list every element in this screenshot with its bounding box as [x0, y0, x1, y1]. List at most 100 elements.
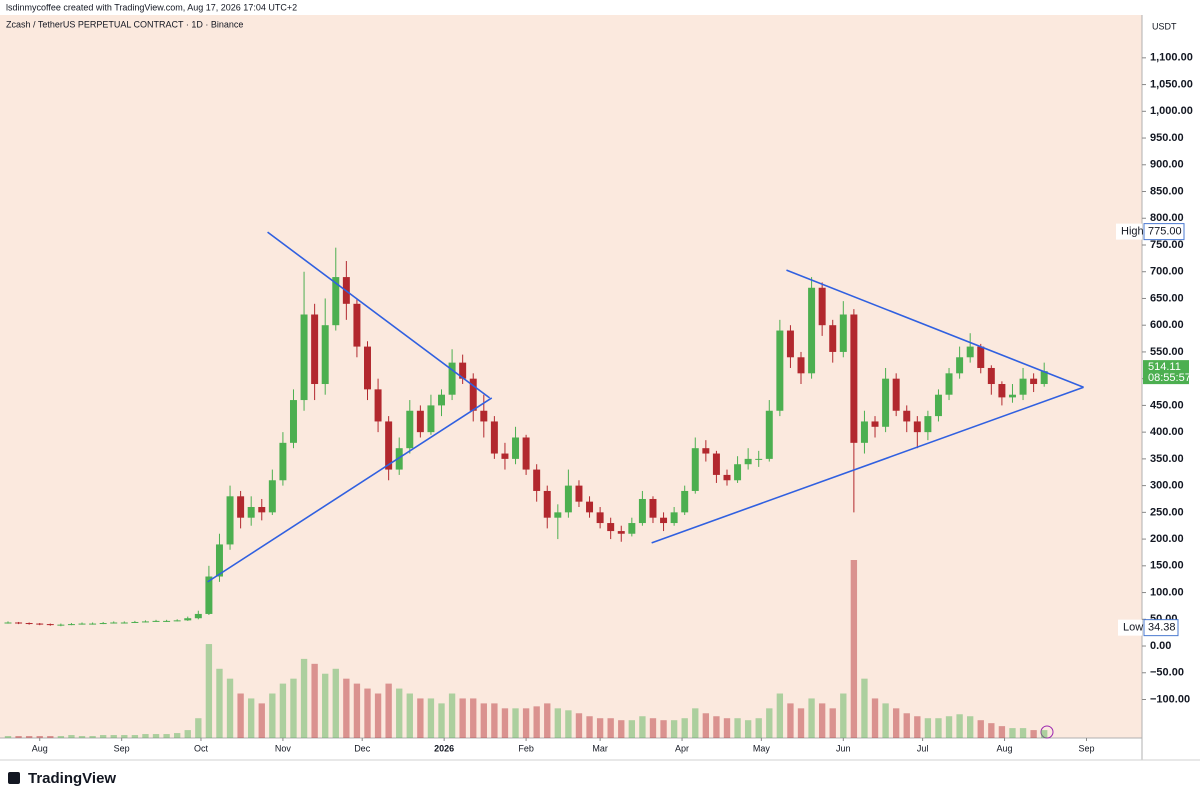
volume-bar [78, 736, 86, 738]
x-tick-label: Oct [194, 743, 209, 753]
candle-body [1008, 394, 1016, 398]
volume-bar [607, 718, 614, 738]
candle-body [744, 458, 752, 465]
y-tick-label: 1,000.00 [1150, 105, 1193, 117]
candle-body [913, 421, 921, 433]
volume-bar [47, 736, 54, 738]
candle-body [596, 512, 604, 524]
y-tick-label: 550.00 [1150, 346, 1184, 358]
candle-body [173, 620, 181, 622]
y-tick-label: 250.00 [1150, 506, 1184, 518]
volume-bar [660, 720, 667, 738]
candle-body [353, 303, 361, 347]
currency: USDT [1152, 21, 1177, 31]
candle-body [956, 357, 964, 374]
volume-bar [322, 673, 329, 738]
volume-bar [406, 693, 413, 738]
candle-body [501, 453, 509, 459]
volume-bar [195, 718, 202, 738]
x-tick-label: Apr [675, 743, 689, 753]
volume-bar [1019, 728, 1027, 738]
volume-bar [522, 708, 530, 738]
x-tick-label: Jul [917, 743, 929, 753]
low-price-box [1143, 619, 1179, 637]
candle-body [459, 362, 467, 379]
candle-body [311, 314, 319, 385]
candle-body [131, 621, 139, 623]
y-tick-label: 0.00 [1150, 640, 1171, 652]
high-price: 775.00 [1148, 226, 1182, 238]
volume-bar [988, 723, 995, 738]
y-tick-label: 450.00 [1150, 399, 1184, 411]
candle-body [57, 624, 65, 626]
volume-bar [797, 708, 805, 738]
volume-bar [861, 678, 868, 738]
volume-bar [744, 720, 752, 738]
y-tick-label: 300.00 [1150, 480, 1184, 492]
candle-body [469, 378, 477, 411]
y-tick-label: 650.00 [1150, 292, 1184, 304]
candle-body [490, 421, 498, 454]
candle-body [300, 314, 308, 401]
volume-bar [131, 735, 139, 738]
trendline [267, 231, 491, 399]
event-icon[interactable] [1040, 725, 1054, 739]
x-tick-label: May [753, 743, 771, 753]
candle-body [36, 623, 44, 625]
candle-body [374, 389, 382, 422]
candle-body [385, 421, 393, 470]
plot-background [0, 15, 1142, 738]
y-tick-label: 850.00 [1150, 185, 1184, 197]
volume-bar [184, 730, 191, 738]
x-tick-label: Sep [1078, 743, 1094, 753]
credit: lsdinmycoffee created with TradingView.c… [6, 2, 297, 12]
volume-bar [226, 678, 234, 738]
volume-bar [311, 663, 318, 738]
candle-body [681, 490, 689, 513]
volume-bar [586, 716, 593, 738]
x-tick-label: Feb [518, 743, 534, 753]
candle-body [1030, 378, 1038, 385]
candle-body [205, 576, 213, 614]
volume-bar [258, 703, 265, 738]
volume-bar [681, 718, 688, 738]
volume-bar [448, 693, 456, 738]
y-tick-label: 900.00 [1150, 159, 1184, 171]
y-tick-label: 150.00 [1150, 560, 1184, 572]
volume-bar [4, 736, 12, 738]
volume-bar [216, 668, 223, 738]
candle-body [332, 277, 340, 326]
candle-body [776, 330, 784, 411]
last-price: 514.11 [1148, 361, 1181, 373]
high-label-box [1116, 223, 1142, 240]
candle-body [395, 448, 403, 470]
y-tick-label: 1,100.00 [1150, 52, 1193, 64]
y-tick-label: 950.00 [1150, 132, 1184, 144]
candle-body [998, 384, 1006, 398]
volume-bar [364, 688, 371, 738]
volume-bar [269, 693, 276, 738]
volume-bar [57, 736, 65, 738]
candle-body [89, 623, 97, 625]
candle-body [364, 346, 371, 390]
candle-body [691, 448, 699, 491]
volume-bar [692, 708, 699, 738]
brand-logo [8, 772, 20, 784]
volume-bar [205, 644, 213, 738]
candle-body [1019, 378, 1027, 395]
candle-body [258, 507, 266, 513]
y-tick-label: 350.00 [1150, 453, 1184, 465]
volume-bar [956, 714, 963, 738]
volume-bar [766, 708, 773, 738]
volume-bar [353, 683, 361, 738]
candle-body [924, 416, 932, 433]
candle-body [755, 458, 763, 460]
volume-bar [1041, 730, 1048, 738]
candle-body [226, 496, 234, 545]
high-price-box [1143, 223, 1185, 241]
candle-body [945, 373, 953, 395]
candle-body [818, 287, 826, 326]
volume-bar [501, 708, 509, 738]
candle-body [892, 378, 900, 411]
volume-bar [491, 703, 498, 738]
